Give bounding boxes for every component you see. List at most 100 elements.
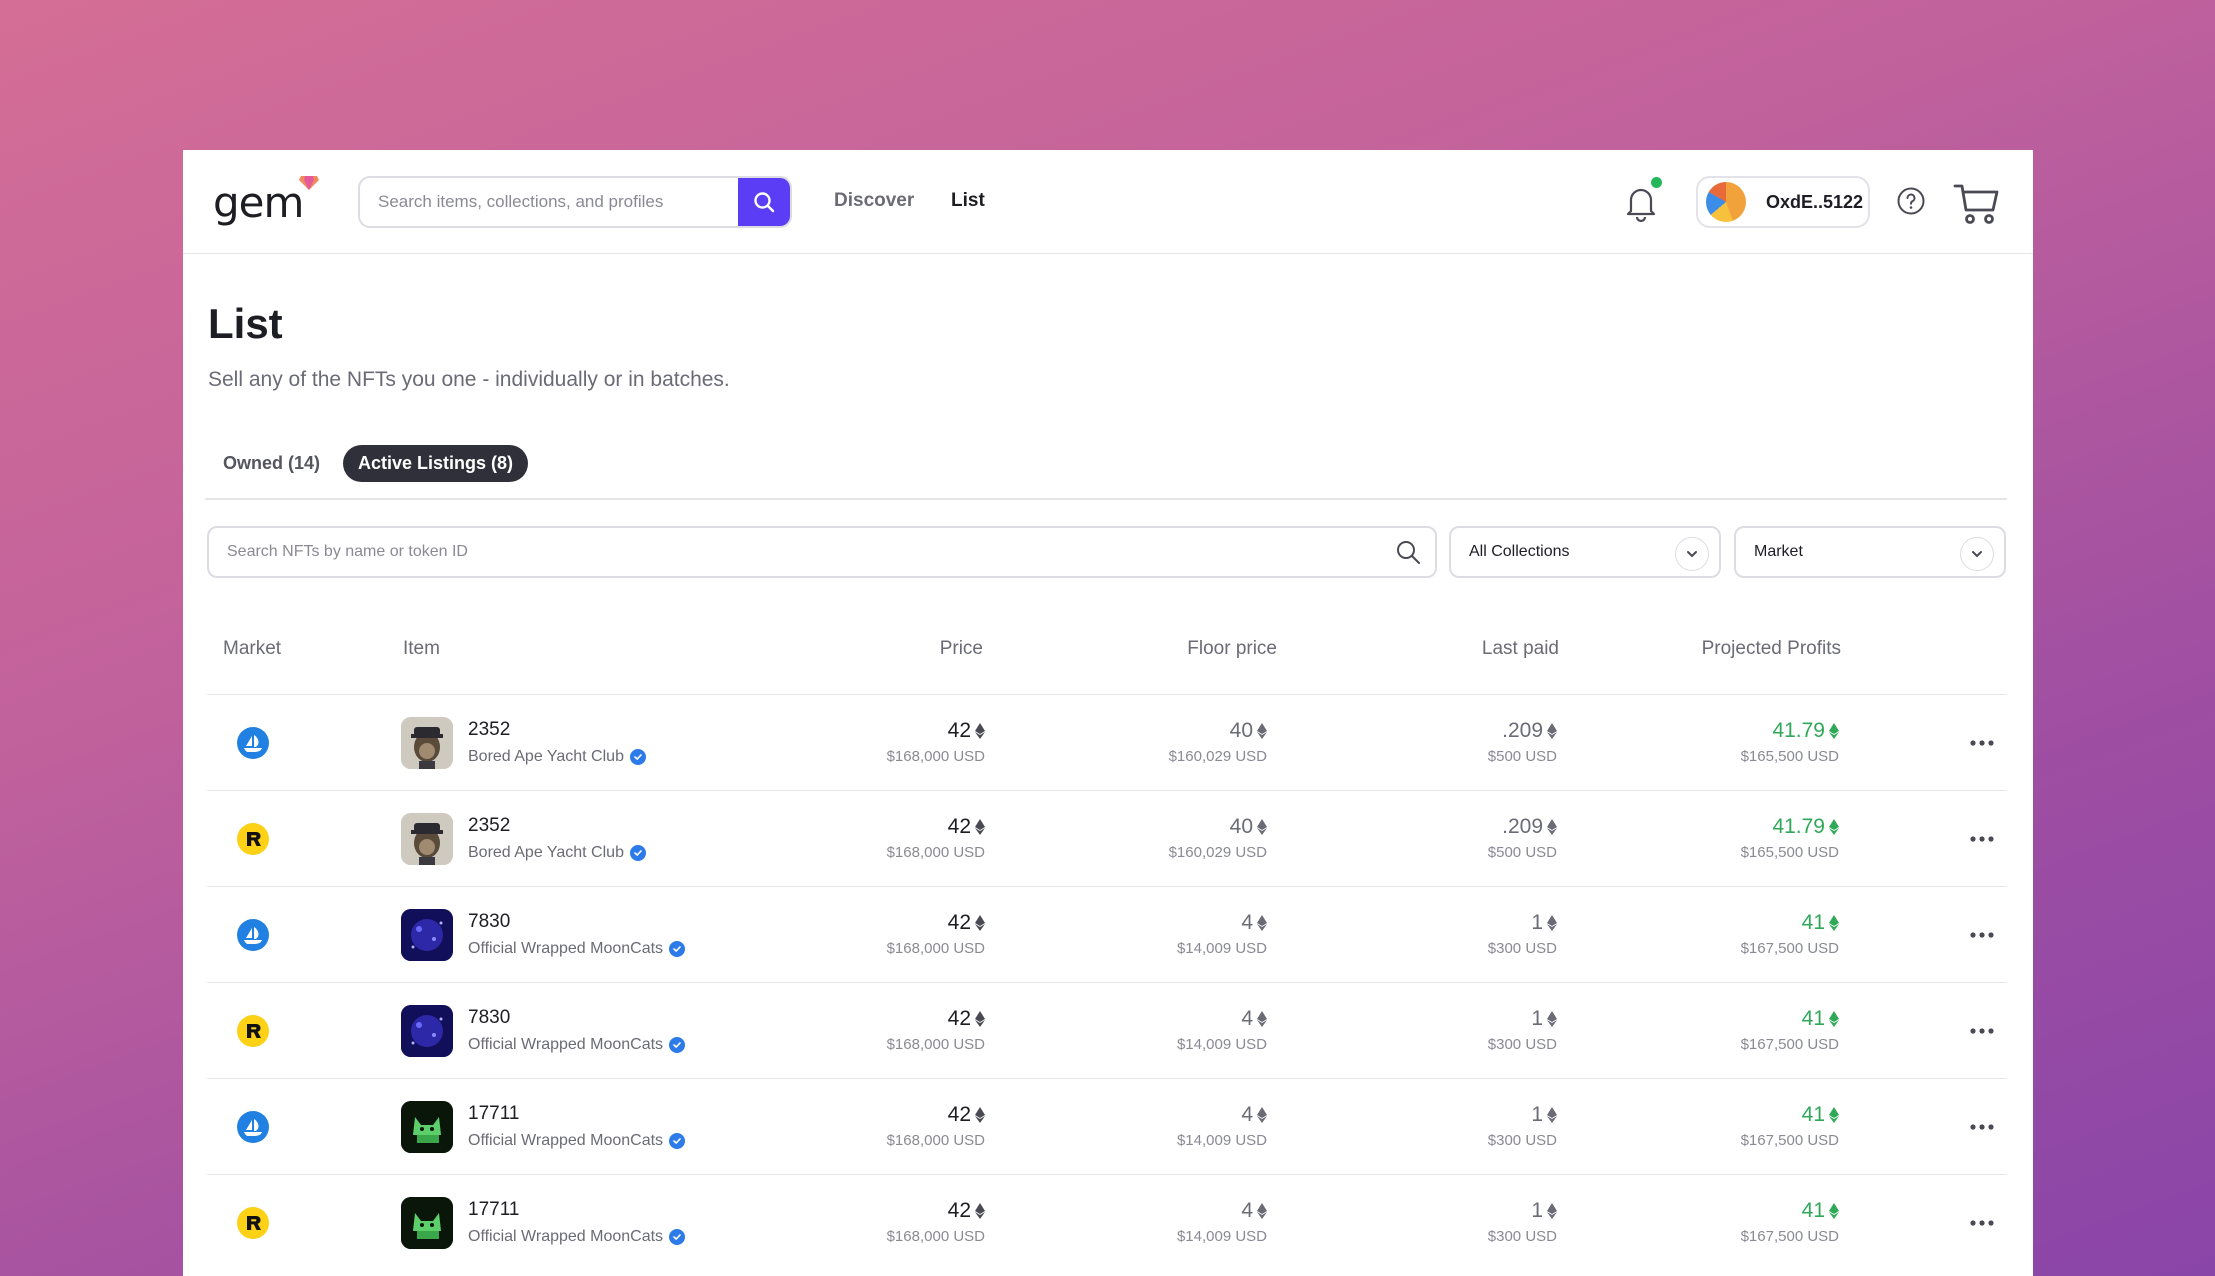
- help-icon[interactable]: [1896, 186, 1926, 216]
- floor-price-value: 4: [1241, 1007, 1267, 1031]
- opensea-icon: [237, 727, 269, 759]
- nft-thumbnail[interactable]: [401, 1197, 453, 1249]
- more-options-icon[interactable]: [1967, 923, 1997, 947]
- table-row[interactable]: 17711 Official Wrapped MoonCats 42 $168,…: [207, 1174, 2007, 1270]
- collection-select[interactable]: All Collections: [1449, 526, 1721, 578]
- nav-discover[interactable]: Discover: [834, 190, 915, 211]
- eth-icon: [1547, 915, 1557, 931]
- last-paid-usd: $300 USD: [1487, 1132, 1557, 1149]
- global-search-input[interactable]: [360, 178, 738, 226]
- gem-logo-icon: [299, 176, 319, 190]
- price-usd: $168,000 USD: [886, 748, 985, 765]
- floor-eth-amount: 40: [1229, 815, 1253, 838]
- price-value: 42: [948, 1103, 985, 1127]
- search-icon[interactable]: [1395, 539, 1421, 565]
- last-paid-usd: $500 USD: [1487, 748, 1557, 765]
- last-eth-amount: 1: [1531, 1199, 1543, 1222]
- last-eth-amount: 1: [1531, 1007, 1543, 1030]
- eth-icon: [975, 1203, 985, 1219]
- rarible-icon: [237, 1207, 269, 1239]
- floor-price-usd: $14,009 USD: [1176, 1132, 1267, 1149]
- last-paid-value: 1: [1531, 911, 1557, 935]
- floor-price-value: 4: [1241, 1199, 1267, 1223]
- floor-price-value: 40: [1230, 815, 1267, 839]
- last-eth-amount: .209: [1502, 719, 1543, 742]
- table-row[interactable]: 17711 Official Wrapped MoonCats 42 $168,…: [207, 1078, 2007, 1174]
- nft-collection[interactable]: Official Wrapped MoonCats: [468, 1132, 686, 1150]
- eth-icon: [1257, 1107, 1267, 1123]
- floor-price-usd: $14,009 USD: [1176, 1228, 1267, 1245]
- nft-collection[interactable]: Bored Ape Yacht Club: [468, 748, 646, 766]
- collection-name: Bored Ape Yacht Club: [468, 844, 624, 861]
- collection-name: Official Wrapped MoonCats: [468, 1036, 664, 1053]
- table-row[interactable]: 7830 Official Wrapped MoonCats 42 $168,0…: [207, 982, 2007, 1078]
- floor-eth-amount: 4: [1241, 911, 1253, 934]
- nft-thumbnail[interactable]: [401, 909, 453, 961]
- floor-price-value: 4: [1241, 911, 1267, 935]
- notification-bell-icon[interactable]: [1623, 183, 1659, 223]
- eth-icon: [1547, 1107, 1557, 1123]
- nft-collection[interactable]: Official Wrapped MoonCats: [468, 1036, 686, 1054]
- eth-icon: [1547, 819, 1557, 835]
- top-header: gem Discover List OxdE..5122: [183, 150, 2033, 254]
- nft-thumbnail[interactable]: [401, 717, 453, 769]
- floor-eth-amount: 4: [1241, 1103, 1253, 1126]
- search-button[interactable]: [738, 178, 790, 226]
- last-eth-amount: .209: [1502, 815, 1543, 838]
- notification-dot: [1649, 175, 1664, 190]
- table-row[interactable]: 2352 Bored Ape Yacht Club 42 $168,000 US…: [207, 790, 2007, 886]
- nft-collection[interactable]: Bored Ape Yacht Club: [468, 844, 646, 862]
- eth-icon: [1257, 1203, 1267, 1219]
- gem-logo[interactable]: gem: [213, 178, 304, 227]
- price-value: 42: [948, 719, 985, 743]
- eth-icon: [1547, 1203, 1557, 1219]
- eth-icon: [1829, 915, 1839, 931]
- more-options-icon[interactable]: [1967, 827, 1997, 851]
- floor-price-usd: $14,009 USD: [1176, 940, 1267, 957]
- nft-thumbnail[interactable]: [401, 1005, 453, 1057]
- collection-name: Official Wrapped MoonCats: [468, 1132, 664, 1149]
- floor-price-value: 40: [1230, 719, 1267, 743]
- last-paid-value: .209: [1502, 815, 1557, 839]
- profit-eth-amount: 41.79: [1772, 815, 1825, 838]
- more-options-icon[interactable]: [1967, 1019, 1997, 1043]
- nav-list[interactable]: List: [951, 190, 985, 211]
- more-options-icon[interactable]: [1967, 731, 1997, 755]
- table-row[interactable]: 7830 Official Wrapped MoonCats 42 $168,0…: [207, 886, 2007, 982]
- price-eth-amount: 42: [947, 815, 971, 838]
- search-icon: [754, 192, 775, 213]
- column-header-floor-price: Floor price: [1187, 638, 1277, 659]
- more-options-icon[interactable]: [1967, 1115, 1997, 1139]
- projected-profit-usd: $167,500 USD: [1740, 1228, 1839, 1245]
- tab-active-listings[interactable]: Active Listings (8): [343, 445, 529, 482]
- page-subtitle: Sell any of the NFTs you one - individua…: [208, 368, 730, 391]
- projected-profit-value: 41: [1802, 1103, 1839, 1127]
- tab-owned[interactable]: Owned (14): [223, 453, 321, 473]
- price-eth-amount: 42: [947, 1103, 971, 1126]
- profit-eth-amount: 41: [1801, 1103, 1825, 1126]
- account-button[interactable]: OxdE..5122: [1696, 176, 1870, 228]
- price-eth-amount: 42: [947, 719, 971, 742]
- table-row[interactable]: 2352 Bored Ape Yacht Club 42 $168,000 US…: [207, 694, 2007, 790]
- nft-thumbnail[interactable]: [401, 1101, 453, 1153]
- market-select[interactable]: Market: [1734, 526, 2006, 578]
- wallet-address: OxdE..5122: [1766, 191, 1864, 212]
- nft-search-input[interactable]: [209, 543, 1395, 561]
- collection-name: Bored Ape Yacht Club: [468, 748, 624, 765]
- cart-icon[interactable]: [1953, 180, 2001, 228]
- chevron-down-icon: [1960, 537, 1994, 571]
- nft-collection[interactable]: Official Wrapped MoonCats: [468, 1228, 686, 1246]
- collection-name: Official Wrapped MoonCats: [468, 940, 664, 957]
- column-header-item: Item: [403, 638, 440, 659]
- nft-thumbnail[interactable]: [401, 813, 453, 865]
- more-options-icon[interactable]: [1967, 1211, 1997, 1235]
- avatar: [1706, 182, 1746, 222]
- column-header-projected-profits: Projected Profits: [1701, 638, 1841, 659]
- nft-token-id: 17711: [468, 1199, 520, 1220]
- market-select-value: Market: [1754, 543, 1803, 560]
- rarible-icon: [237, 1015, 269, 1047]
- column-header-market: Market: [223, 638, 282, 659]
- nft-collection[interactable]: Official Wrapped MoonCats: [468, 940, 686, 958]
- projected-profit-value: 41: [1802, 1007, 1839, 1031]
- eth-icon: [975, 915, 985, 931]
